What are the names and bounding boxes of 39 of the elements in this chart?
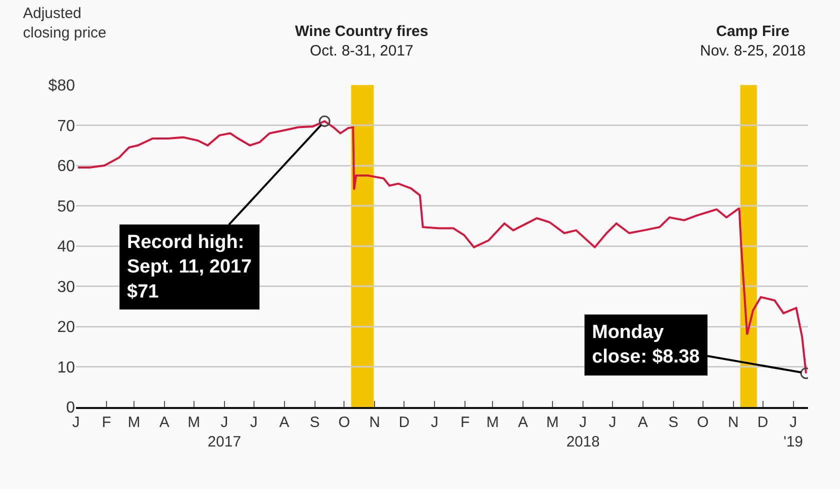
x-tick-label: S xyxy=(310,414,320,431)
annotation: Monday close: $8.38 xyxy=(592,322,700,368)
y-tick-label: 70 xyxy=(57,118,76,135)
y-tick-label: 60 xyxy=(57,158,76,176)
x-tick-label: J '19 xyxy=(783,414,804,450)
y-tick-label: 10 xyxy=(57,359,76,376)
x-tick-label: J 2018 xyxy=(566,414,600,450)
x-tick-label: A xyxy=(159,414,170,431)
x-tick-label: M xyxy=(128,414,140,431)
x-tick-label: J xyxy=(608,414,616,431)
x-tick-label: F xyxy=(460,414,470,431)
y-tick-label: $80 xyxy=(48,78,76,95)
x-tick-label: J 2017 xyxy=(208,414,242,450)
x-tick-label: N xyxy=(728,414,739,431)
band-label: Camp Fire Nov. 8-25, 2018 xyxy=(700,23,806,60)
y-tick-label: 0 xyxy=(66,400,76,417)
x-tick-label: J xyxy=(250,414,258,431)
x-tick-label: D xyxy=(757,414,768,431)
x-tick-label: M xyxy=(486,414,499,431)
y-axis-title: Adjusted closing price xyxy=(23,5,106,42)
x-tick-label: S xyxy=(668,414,678,431)
y-tick-label: 40 xyxy=(57,238,76,256)
x-tick-label: J xyxy=(430,414,438,431)
x-tick-label: J xyxy=(72,414,80,431)
x-tick-label: A xyxy=(279,414,290,431)
annotation: Record high: Sept. 11, 2017 $71 xyxy=(127,232,252,302)
x-tick-label: M xyxy=(546,414,559,431)
x-tick-label: A xyxy=(518,414,528,431)
x-tick-label: O xyxy=(338,414,350,431)
x-tick-label: A xyxy=(638,414,648,431)
y-tick-label: 30 xyxy=(57,278,76,296)
x-tick-label: F xyxy=(102,414,112,431)
y-tick-label: 20 xyxy=(57,319,76,336)
y-tick-label: 50 xyxy=(57,198,76,216)
x-tick-label: M xyxy=(188,414,200,431)
x-tick-label: D xyxy=(398,414,410,431)
band-label: Wine Country fires Oct. 8-31, 2017 xyxy=(295,23,428,60)
x-tick-label: N xyxy=(369,414,380,431)
x-tick-label: O xyxy=(697,414,709,431)
